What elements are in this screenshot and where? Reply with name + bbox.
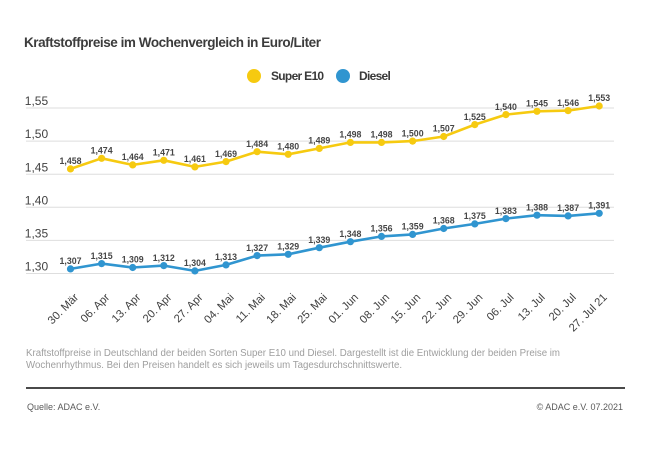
svg-text:1,312: 1,312 [153, 253, 175, 263]
svg-text:1,388: 1,388 [526, 202, 548, 212]
svg-text:1,309: 1,309 [122, 255, 144, 265]
svg-text:1,500: 1,500 [402, 128, 424, 138]
svg-text:1,313: 1,313 [215, 252, 237, 262]
svg-text:1,35: 1,35 [25, 227, 49, 241]
svg-text:1,474: 1,474 [91, 146, 113, 156]
svg-text:30. Mär: 30. Mär [46, 291, 81, 326]
svg-text:08. Jun: 08. Jun [358, 292, 392, 326]
svg-text:1,375: 1,375 [464, 211, 486, 221]
svg-text:1,471: 1,471 [153, 148, 175, 158]
svg-text:20. Apr: 20. Apr [141, 291, 175, 325]
svg-text:1,383: 1,383 [495, 206, 517, 216]
svg-text:1,348: 1,348 [339, 229, 361, 239]
svg-text:1,45: 1,45 [25, 160, 49, 174]
svg-text:1,55: 1,55 [25, 94, 49, 108]
svg-text:11. Mai: 11. Mai [234, 292, 268, 326]
svg-text:01. Jun: 01. Jun [327, 292, 361, 326]
svg-text:06. Apr: 06. Apr [79, 291, 113, 325]
svg-text:13. Jul: 13. Jul [516, 292, 548, 324]
svg-text:1,391: 1,391 [588, 201, 610, 211]
svg-text:1,304: 1,304 [184, 258, 206, 268]
svg-text:29. Jun: 29. Jun [451, 292, 485, 326]
svg-text:1,327: 1,327 [246, 243, 268, 253]
svg-text:13. Apr: 13. Apr [110, 291, 144, 325]
svg-text:25. Mai: 25. Mai [295, 292, 329, 326]
svg-text:1,368: 1,368 [433, 216, 455, 226]
svg-text:1,507: 1,507 [433, 124, 455, 134]
svg-text:1,307: 1,307 [59, 256, 81, 266]
svg-text:1,545: 1,545 [526, 99, 548, 109]
svg-text:1,553: 1,553 [588, 93, 610, 103]
svg-text:22. Jun: 22. Jun [420, 292, 454, 326]
svg-text:18. Mai: 18. Mai [264, 292, 298, 326]
svg-text:1,525: 1,525 [464, 112, 486, 122]
svg-text:1,30: 1,30 [25, 260, 49, 274]
svg-text:1,498: 1,498 [370, 130, 392, 140]
svg-text:1,464: 1,464 [122, 152, 144, 162]
svg-text:1,40: 1,40 [25, 193, 49, 207]
svg-text:1,315: 1,315 [91, 251, 113, 261]
svg-text:04. Mai: 04. Mai [202, 292, 236, 326]
svg-text:1,50: 1,50 [25, 127, 49, 141]
svg-text:27. Apr: 27. Apr [172, 291, 206, 325]
svg-text:1,498: 1,498 [339, 130, 361, 140]
svg-text:1,480: 1,480 [277, 142, 299, 152]
svg-text:1,484: 1,484 [246, 139, 268, 149]
svg-text:1,489: 1,489 [308, 136, 330, 146]
svg-text:1,458: 1,458 [59, 156, 81, 166]
svg-text:15. Jun: 15. Jun [389, 292, 423, 326]
svg-text:1,469: 1,469 [215, 149, 237, 159]
svg-text:1,339: 1,339 [308, 235, 330, 245]
svg-text:1,356: 1,356 [370, 224, 392, 234]
svg-text:1,359: 1,359 [402, 222, 424, 232]
svg-text:1,329: 1,329 [277, 242, 299, 252]
svg-text:1,546: 1,546 [557, 98, 579, 108]
svg-text:06. Jul: 06. Jul [485, 292, 517, 324]
svg-text:1,540: 1,540 [495, 102, 517, 112]
svg-text:1,387: 1,387 [557, 203, 579, 213]
svg-text:1,461: 1,461 [184, 154, 206, 164]
